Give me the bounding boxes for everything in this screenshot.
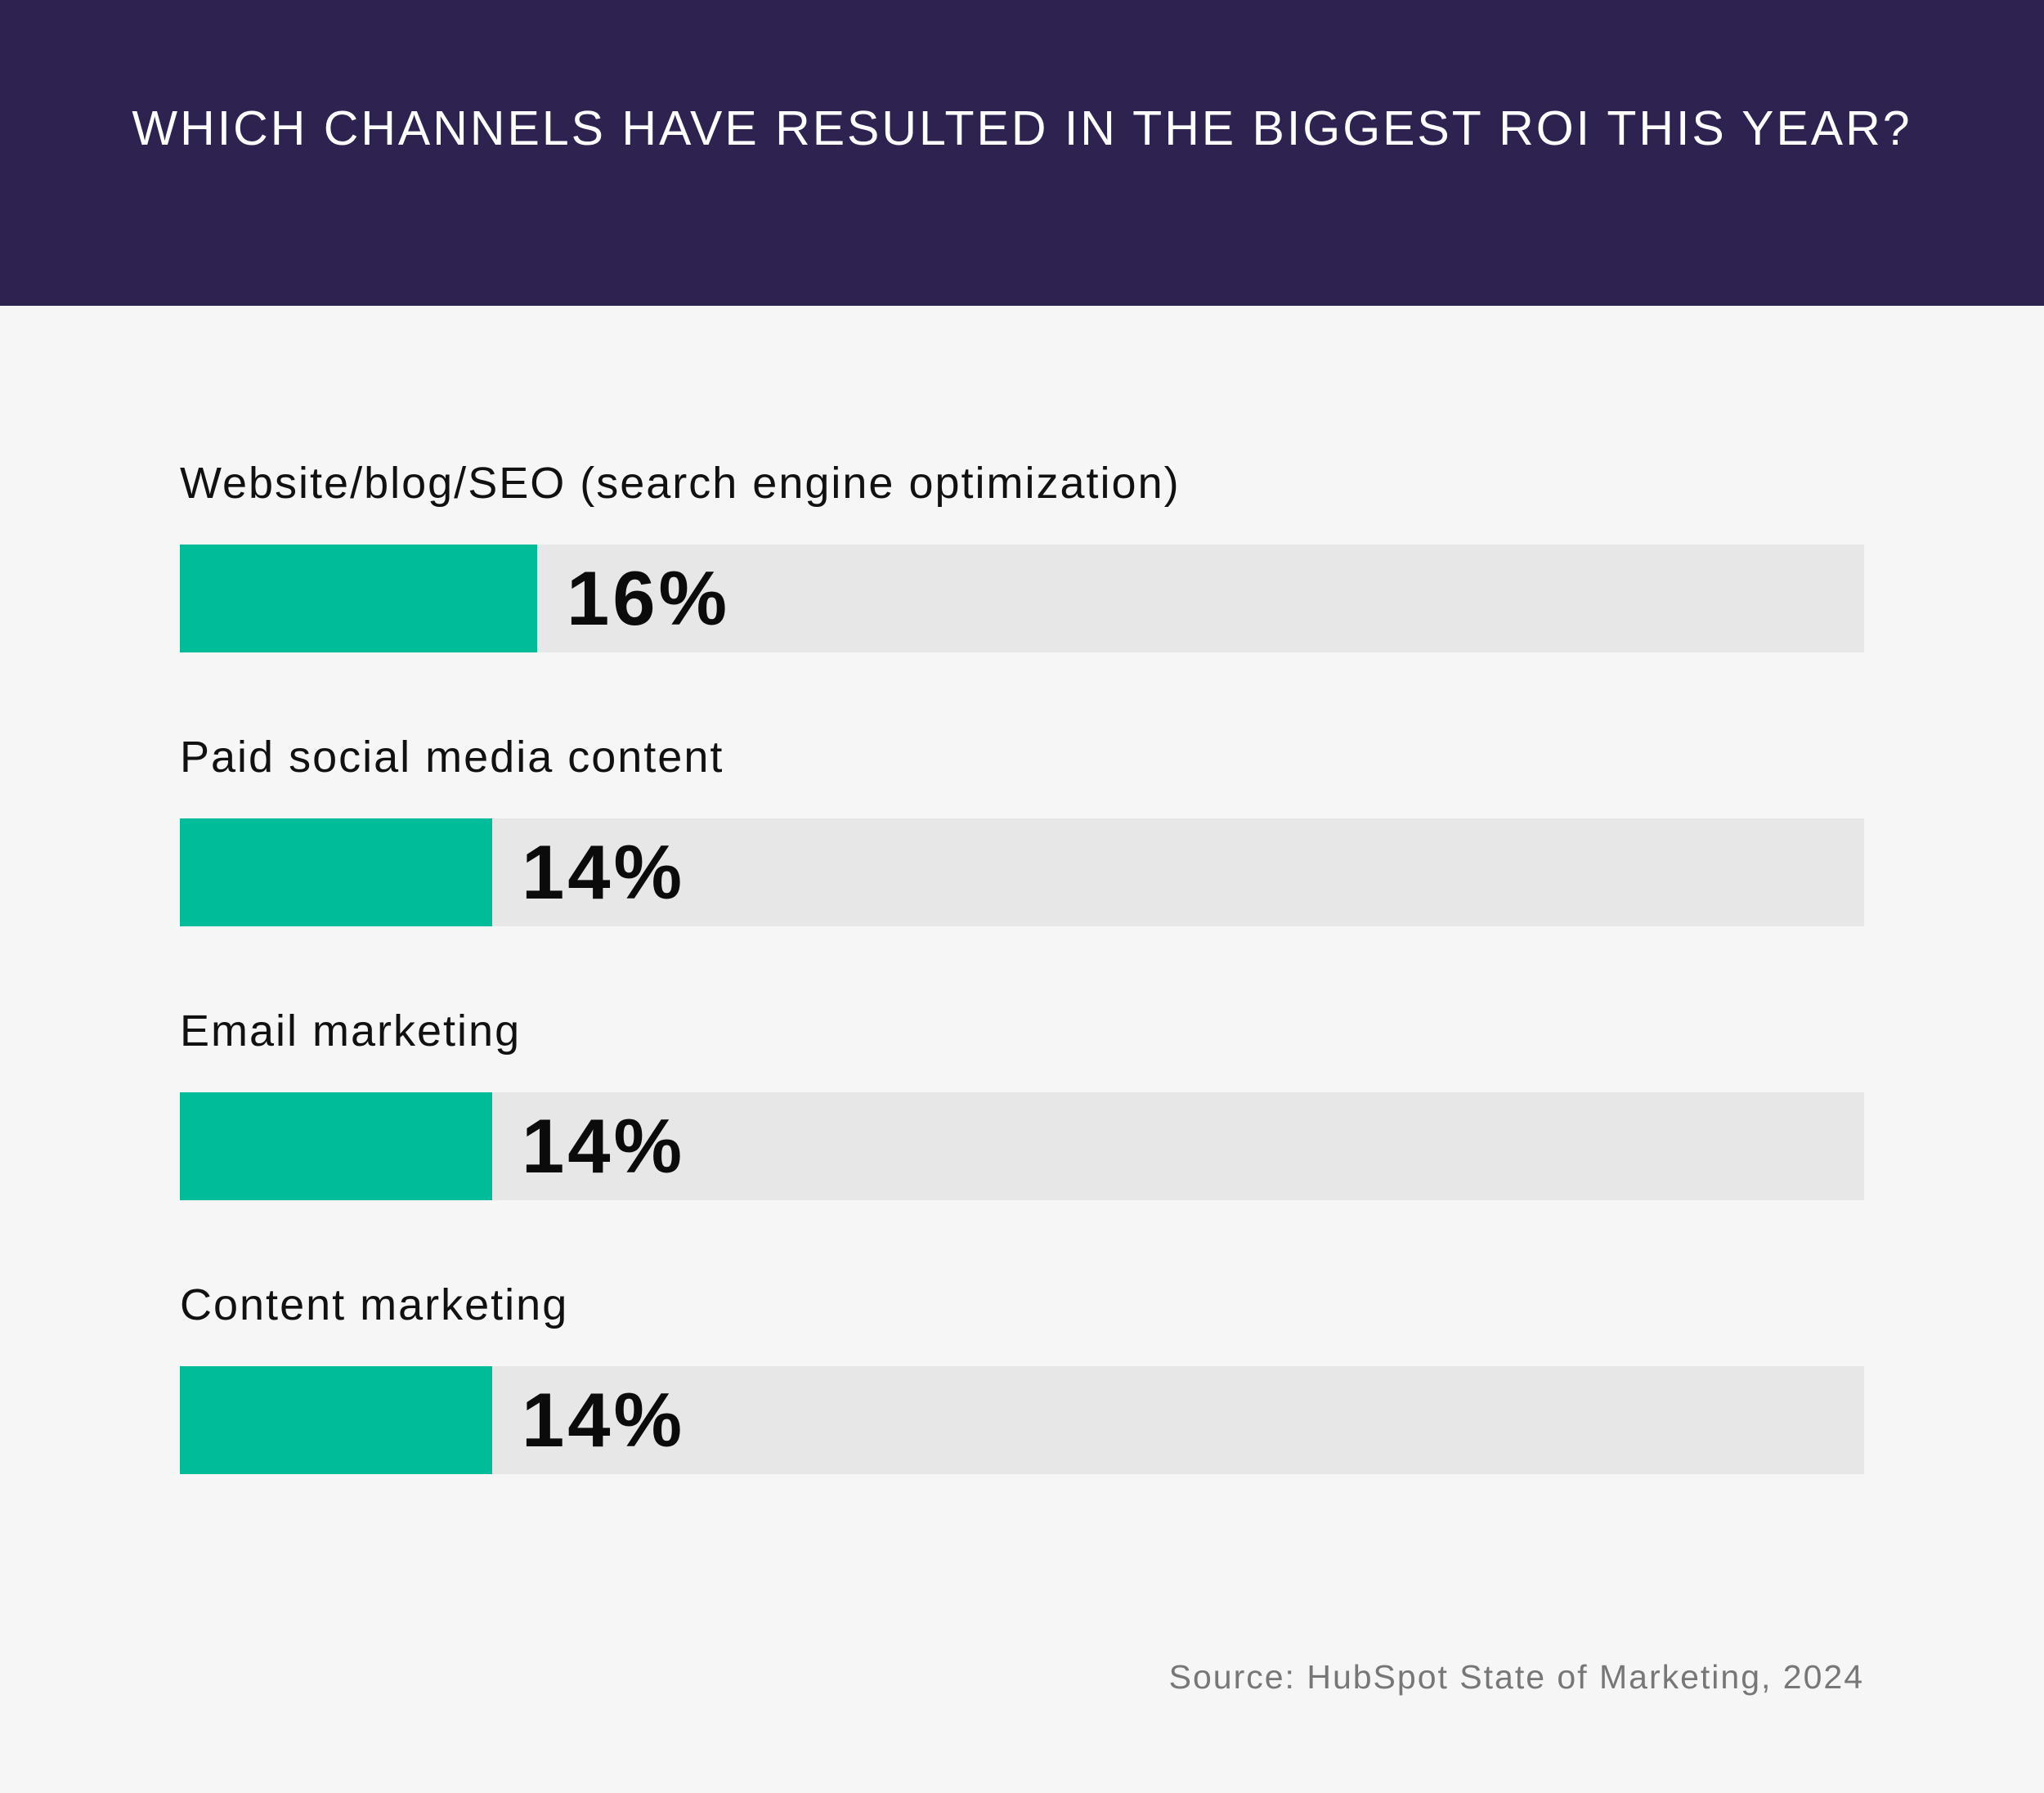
value-label: 14% [522, 1103, 686, 1189]
value-label: 14% [522, 1377, 686, 1463]
bar-fill [180, 1092, 492, 1200]
header-banner: WHICH CHANNELS HAVE RESULTED IN THE BIGG… [0, 0, 2044, 306]
category-label: Email marketing [180, 1006, 522, 1056]
bar-fill [180, 545, 537, 652]
chart-title: WHICH CHANNELS HAVE RESULTED IN THE BIGG… [132, 101, 1912, 155]
bar-row: Content marketing 14% [180, 1263, 1864, 1508]
source-note: Source: HubSpot State of Marketing, 2024 [1168, 1658, 1864, 1696]
category-label: Content marketing [180, 1280, 569, 1329]
bar-fill [180, 818, 492, 926]
value-label: 16% [567, 555, 731, 641]
value-label: 14% [522, 829, 686, 915]
bar-row: Email marketing 14% [180, 989, 1864, 1235]
bar-row: Website/blog/SEO (search engine optimiza… [180, 442, 1864, 687]
bar-track: 14% [180, 818, 1864, 926]
bar-track: 14% [180, 1366, 1864, 1474]
bar-row: Paid social media content 14% [180, 715, 1864, 961]
bar-track: 16% [180, 545, 1864, 652]
bar-track: 14% [180, 1092, 1864, 1200]
category-label: Paid social media content [180, 733, 724, 782]
bar-fill [180, 1366, 492, 1474]
category-label: Website/blog/SEO (search engine optimiza… [180, 459, 1181, 508]
